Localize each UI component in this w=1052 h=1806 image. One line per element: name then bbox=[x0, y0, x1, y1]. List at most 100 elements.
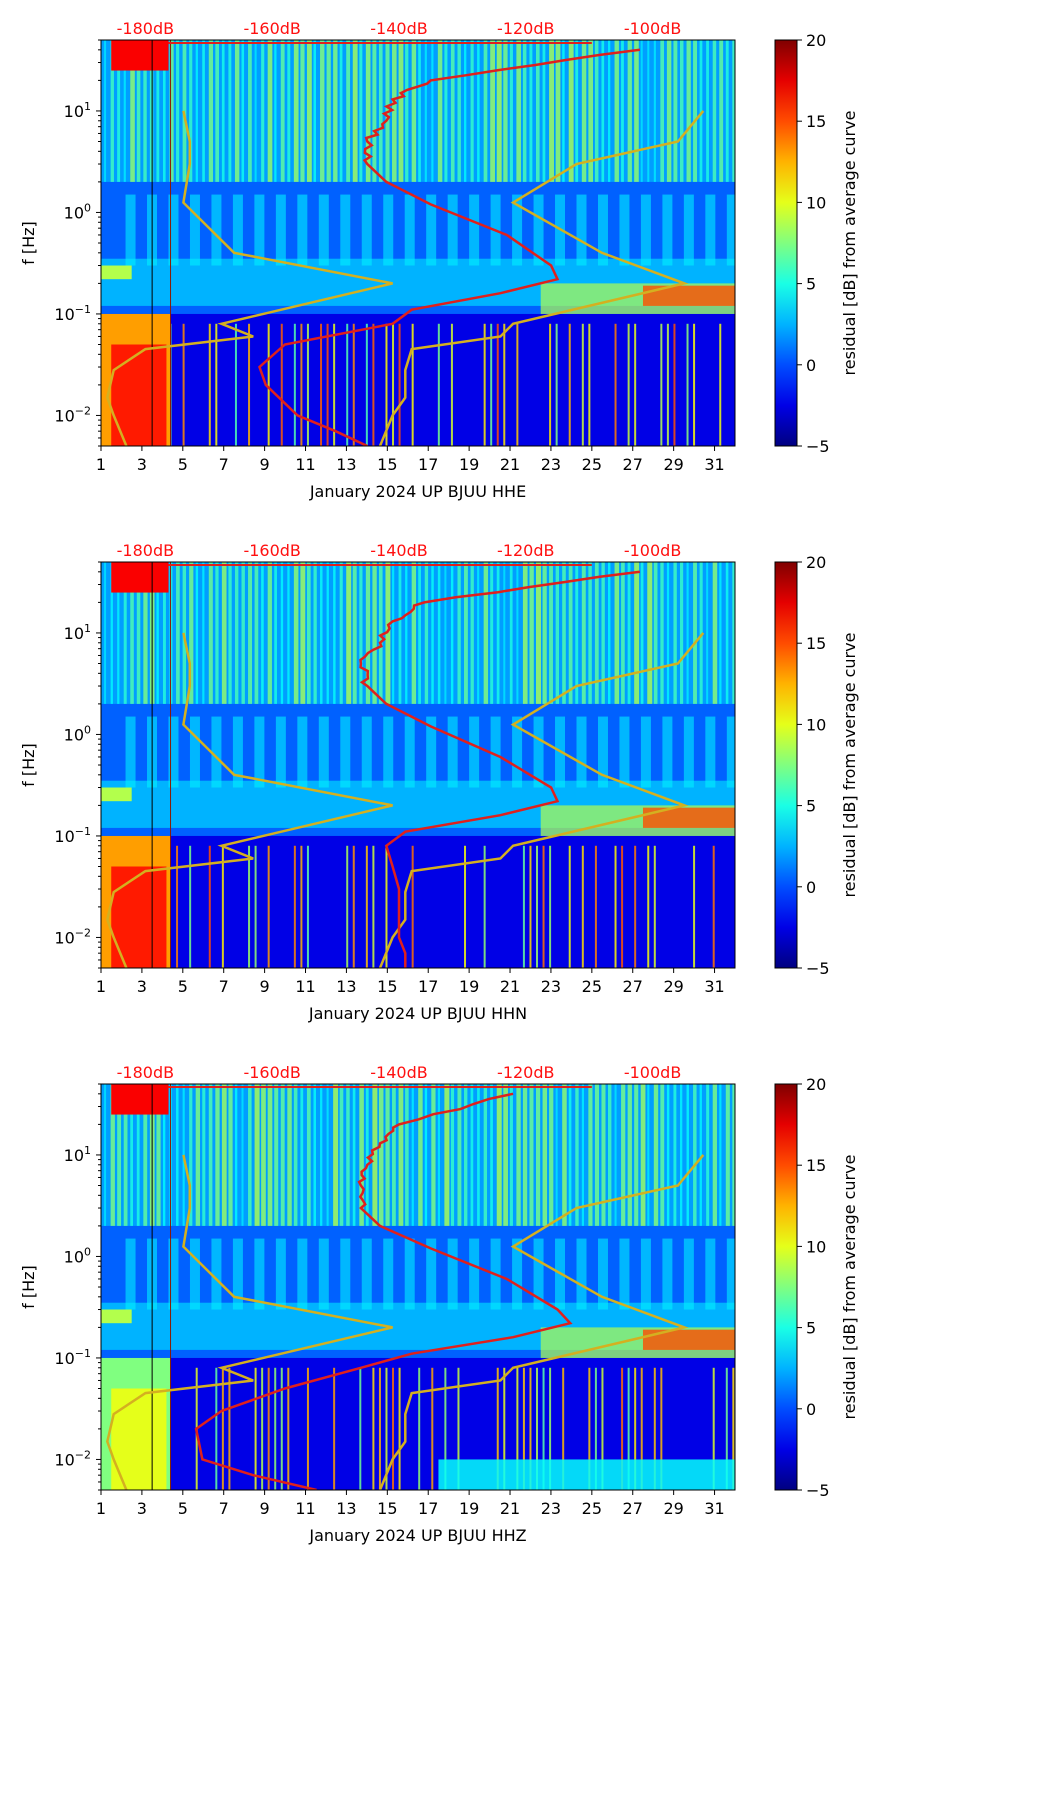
x-tick-label: 17 bbox=[418, 977, 438, 996]
colorbar-tick-label: 0 bbox=[806, 1400, 816, 1419]
x-tick-label: 1 bbox=[96, 455, 106, 474]
db-scale-label: -180dB bbox=[117, 1063, 174, 1082]
x-tick-label: 31 bbox=[704, 455, 724, 474]
x-tick-label: 21 bbox=[500, 455, 520, 474]
db-scale-label: -120dB bbox=[497, 1063, 554, 1082]
noise-model-high-line bbox=[378, 1154, 705, 1490]
db-scale-label: -180dB bbox=[117, 19, 174, 38]
median-psd-line bbox=[258, 48, 641, 446]
colorbar: 20 15 10 5 0 −5 residual [dB] from average cur… bbox=[774, 1075, 859, 1500]
x-tick-label: 5 bbox=[178, 1499, 188, 1518]
y-tick-label: 101 bbox=[64, 1144, 91, 1165]
y-tick-label: 10−2 bbox=[54, 926, 91, 947]
db-scale-label: -140dB bbox=[370, 1063, 427, 1082]
db-scale-label: -100dB bbox=[624, 19, 681, 38]
y-tick-label: 100 bbox=[64, 1245, 91, 1266]
y-axis-label: f [Hz] bbox=[19, 743, 38, 787]
x-tick-label: 19 bbox=[459, 977, 479, 996]
noise-model-low-line bbox=[105, 110, 393, 446]
x-tick-label: 9 bbox=[260, 1499, 270, 1518]
y-tick-label: 10−2 bbox=[54, 404, 91, 425]
x-tick-label: 15 bbox=[377, 455, 397, 474]
db-scale-label: -120dB bbox=[497, 19, 554, 38]
db-scale-label: -140dB bbox=[370, 19, 427, 38]
x-tick-label: 21 bbox=[500, 977, 520, 996]
colorbar: 20 15 10 5 0 −5 residual [dB] from average cur… bbox=[774, 553, 859, 978]
y-tick-label: 10−2 bbox=[54, 1448, 91, 1469]
y-tick-label: 101 bbox=[64, 100, 91, 121]
noise-model-high-line bbox=[378, 632, 705, 968]
x-tick-label: 29 bbox=[663, 455, 683, 474]
x-tick-label: 11 bbox=[295, 1499, 315, 1518]
x-tick-label: 7 bbox=[219, 1499, 229, 1518]
y-tick-label: 101 bbox=[64, 622, 91, 643]
colorbar-tick-label: 15 bbox=[806, 1156, 826, 1175]
colorbar-tick-label: 10 bbox=[806, 193, 826, 212]
colorbar-tick-label: 15 bbox=[806, 634, 826, 653]
noise-model-low-line bbox=[105, 632, 393, 968]
colorbar-label: residual [dB] from average curve bbox=[840, 633, 859, 898]
noise-model-high-line bbox=[378, 110, 705, 446]
x-tick-label: 29 bbox=[663, 1499, 683, 1518]
x-tick-label: 31 bbox=[704, 977, 724, 996]
x-tick-label: 7 bbox=[219, 977, 229, 996]
heatmap bbox=[101, 562, 735, 968]
noise-model-low-line bbox=[105, 1154, 393, 1490]
y-axis-label: f [Hz] bbox=[19, 221, 38, 265]
colorbar-label: residual [dB] from average curve bbox=[840, 111, 859, 376]
colorbar-tick-label: 5 bbox=[806, 1319, 816, 1338]
x-tick-label: 3 bbox=[137, 1499, 147, 1518]
colorbar-tick-label: 10 bbox=[806, 1237, 826, 1256]
colorbar-gradient bbox=[774, 561, 798, 969]
db-scale-label: -100dB bbox=[624, 541, 681, 560]
db-scale-label: -100dB bbox=[624, 1063, 681, 1082]
x-tick-label: 25 bbox=[582, 1499, 602, 1518]
x-tick-label: 19 bbox=[459, 1499, 479, 1518]
colorbar-tick-label: 5 bbox=[806, 797, 816, 816]
colorbar-tick-label: −5 bbox=[806, 959, 830, 978]
x-tick-label: 13 bbox=[336, 977, 356, 996]
colorbar-label: residual [dB] from average curve bbox=[840, 1155, 859, 1420]
x-tick-label: 3 bbox=[137, 455, 147, 474]
median-psd-line bbox=[194, 1092, 573, 1490]
colorbar-tick-label: 5 bbox=[806, 275, 816, 294]
colorbar-tick-label: 0 bbox=[806, 878, 816, 897]
x-tick-label: 31 bbox=[704, 1499, 724, 1518]
colorbar-gradient bbox=[774, 1083, 798, 1491]
x-tick-label: 9 bbox=[260, 977, 270, 996]
x-tick-label: 27 bbox=[623, 977, 643, 996]
x-tick-label: 19 bbox=[459, 455, 479, 474]
colorbar-tick-label: 20 bbox=[806, 31, 826, 50]
colorbar-tick-label: 15 bbox=[806, 112, 826, 131]
y-tick-label: 10−1 bbox=[54, 1347, 91, 1368]
db-scale-label: -140dB bbox=[370, 541, 427, 560]
colorbar: 20 15 10 5 0 −5 residual [dB] from average cur… bbox=[774, 31, 859, 456]
colorbar-tick-label: −5 bbox=[806, 1481, 830, 1500]
x-tick-label: 5 bbox=[178, 455, 188, 474]
heatmap bbox=[101, 40, 735, 446]
x-tick-label: 15 bbox=[377, 977, 397, 996]
x-tick-label: 23 bbox=[541, 977, 561, 996]
x-tick-label: 29 bbox=[663, 977, 683, 996]
x-tick-label: 1 bbox=[96, 977, 106, 996]
colorbar-gradient bbox=[774, 39, 798, 447]
y-tick-label: 100 bbox=[64, 201, 91, 222]
x-tick-label: 15 bbox=[377, 1499, 397, 1518]
x-tick-label: 9 bbox=[260, 455, 270, 474]
db-scale-label: -160dB bbox=[243, 541, 300, 560]
x-tick-label: 25 bbox=[582, 455, 602, 474]
x-tick-label: 23 bbox=[541, 455, 561, 474]
x-tick-label: 1 bbox=[96, 1499, 106, 1518]
colorbar-tick-label: 20 bbox=[806, 553, 826, 572]
x-tick-label: 7 bbox=[219, 455, 229, 474]
colorbar-tick-label: 10 bbox=[806, 715, 826, 734]
x-axis-label: January 2024 UP BJUU HHN bbox=[308, 1004, 527, 1023]
db-scale-label: -180dB bbox=[117, 541, 174, 560]
db-scale-label: -120dB bbox=[497, 541, 554, 560]
x-tick-label: 11 bbox=[295, 455, 315, 474]
x-tick-label: 3 bbox=[137, 977, 147, 996]
